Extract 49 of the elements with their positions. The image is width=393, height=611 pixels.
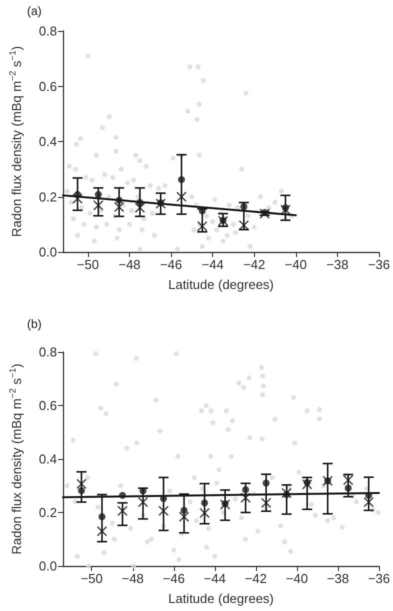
x-tick-label: −50 — [80, 571, 103, 586]
x-tick-label: −46 — [162, 571, 185, 586]
y-axis-title: Radon flux density (mBq m−2 s−1) — [8, 363, 24, 555]
y-tick-label: 0.0 — [38, 558, 57, 574]
y-tick-label: 0.4 — [38, 452, 57, 466]
chart-title: (a) — [27, 4, 42, 18]
chart-title: (b) — [27, 317, 42, 331]
x-axis-title: Latitude (degrees) — [168, 277, 274, 292]
point — [364, 497, 374, 508]
y-tick-label: 0.0 — [38, 244, 57, 260]
x-tick-label: −38 — [326, 571, 349, 586]
y-tick-label: 0.2 — [38, 505, 57, 520]
point — [197, 221, 208, 232]
y-tick-label: 0.4 — [38, 134, 57, 149]
y-tick-label: 0.6 — [38, 398, 57, 413]
point — [158, 506, 169, 516]
point — [134, 202, 145, 213]
point — [343, 475, 354, 486]
x-tick-label: −50 — [76, 257, 99, 272]
x-tick-label: −40 — [284, 257, 307, 272]
x-tick-label: −48 — [118, 257, 141, 272]
y-tick-label: 0.2 — [38, 189, 57, 204]
point — [179, 512, 190, 522]
point — [118, 506, 128, 516]
point — [302, 479, 312, 490]
y-tick-label: 0.6 — [38, 78, 57, 94]
point — [138, 497, 148, 508]
x-tick-label: −48 — [122, 571, 144, 586]
x-tick-label: −44 — [202, 257, 224, 272]
point — [93, 200, 104, 210]
y-axis-title: Radon flux density (mBq m−2 s−1) — [8, 46, 24, 238]
y-tick-label: 0.8 — [38, 344, 57, 360]
point — [114, 202, 124, 212]
x-tick-label: −42 — [244, 571, 267, 586]
x-tick-label: −40 — [286, 571, 308, 586]
y-tick-label: 0.8 — [38, 24, 57, 38]
point — [176, 192, 186, 202]
point — [238, 220, 249, 230]
x-tick-label: −44 — [204, 571, 226, 586]
x-tick-label: −46 — [160, 257, 182, 272]
point — [200, 508, 210, 518]
point — [76, 478, 86, 489]
point — [96, 526, 107, 536]
point — [261, 498, 272, 508]
x-axis-title: Latitude (degrees) — [168, 591, 274, 606]
x-tick-label: −36 — [368, 257, 390, 272]
x-tick-label: −38 — [326, 257, 348, 272]
x-tick-label: −36 — [368, 571, 390, 586]
x-tick-label: −42 — [243, 257, 266, 272]
